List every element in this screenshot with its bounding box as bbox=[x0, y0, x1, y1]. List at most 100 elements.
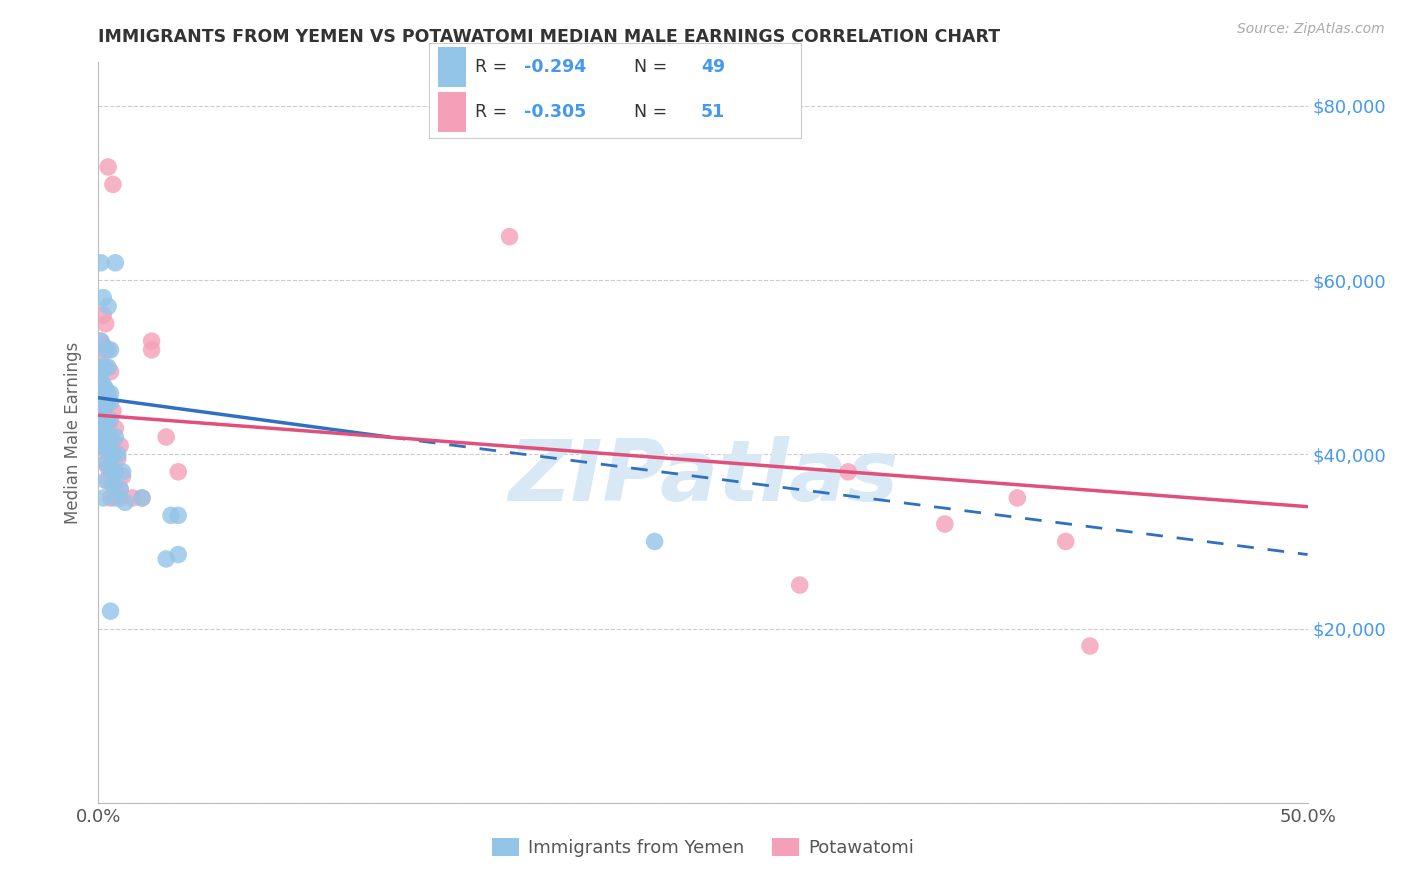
Point bbox=[90, 256, 112, 270]
Point bbox=[94, 400, 117, 414]
Point bbox=[100, 447, 122, 461]
Point bbox=[160, 508, 183, 523]
Text: N =: N = bbox=[623, 58, 672, 76]
Point bbox=[108, 482, 131, 496]
Point bbox=[94, 343, 117, 357]
Text: ZIPatlas: ZIPatlas bbox=[508, 435, 898, 518]
Point bbox=[104, 430, 127, 444]
Point bbox=[90, 356, 112, 370]
Point bbox=[91, 308, 114, 322]
Point bbox=[90, 334, 112, 348]
Point bbox=[167, 465, 190, 479]
Point bbox=[107, 447, 129, 461]
Point bbox=[100, 460, 122, 475]
Point bbox=[111, 465, 134, 479]
Text: -0.305: -0.305 bbox=[524, 103, 586, 120]
Point bbox=[108, 482, 131, 496]
Text: -0.294: -0.294 bbox=[524, 58, 586, 76]
Point bbox=[97, 343, 120, 357]
Point bbox=[91, 412, 114, 426]
Text: R =: R = bbox=[475, 103, 513, 120]
Point bbox=[155, 552, 177, 566]
Point bbox=[91, 421, 114, 435]
Point bbox=[94, 412, 117, 426]
Point bbox=[1007, 491, 1029, 505]
Point bbox=[94, 456, 117, 470]
Point bbox=[91, 439, 114, 453]
Point bbox=[104, 491, 127, 505]
Point bbox=[97, 160, 120, 174]
Point bbox=[90, 373, 112, 387]
Point bbox=[91, 425, 114, 440]
Point bbox=[90, 395, 112, 409]
Point bbox=[104, 465, 127, 479]
Point bbox=[100, 491, 122, 505]
Point bbox=[101, 404, 124, 418]
Point bbox=[97, 386, 120, 401]
Text: R =: R = bbox=[475, 58, 513, 76]
Text: Source: ZipAtlas.com: Source: ZipAtlas.com bbox=[1237, 22, 1385, 37]
Point bbox=[167, 508, 190, 523]
Point bbox=[131, 491, 153, 505]
Point bbox=[101, 447, 124, 461]
Point bbox=[97, 474, 120, 488]
Point bbox=[837, 465, 859, 479]
Point bbox=[91, 395, 114, 409]
Y-axis label: Median Male Earnings: Median Male Earnings bbox=[65, 342, 83, 524]
Point bbox=[155, 430, 177, 444]
Point bbox=[94, 395, 117, 409]
Point bbox=[94, 360, 117, 375]
Point bbox=[90, 421, 112, 435]
Point bbox=[90, 334, 112, 348]
Point bbox=[97, 430, 120, 444]
Point bbox=[94, 317, 117, 331]
Point bbox=[91, 377, 114, 392]
Point bbox=[167, 548, 190, 562]
Point bbox=[91, 382, 114, 396]
Point bbox=[94, 456, 117, 470]
Point bbox=[91, 491, 114, 505]
FancyBboxPatch shape bbox=[439, 47, 467, 87]
Point bbox=[101, 478, 124, 492]
Point bbox=[131, 491, 153, 505]
Point bbox=[934, 517, 956, 532]
Point bbox=[90, 395, 112, 409]
Point bbox=[97, 460, 120, 475]
Point bbox=[108, 491, 131, 505]
Point bbox=[108, 439, 131, 453]
Point bbox=[644, 534, 666, 549]
Point bbox=[104, 256, 127, 270]
Point bbox=[100, 395, 122, 409]
Point bbox=[1054, 534, 1077, 549]
Point bbox=[97, 443, 120, 458]
Point bbox=[101, 434, 124, 449]
Point bbox=[90, 377, 112, 392]
Point bbox=[100, 430, 122, 444]
Point bbox=[94, 443, 117, 458]
Point bbox=[94, 425, 117, 440]
Point bbox=[111, 469, 134, 483]
Point bbox=[94, 474, 117, 488]
Point bbox=[91, 338, 114, 352]
Point bbox=[114, 495, 136, 509]
Point bbox=[100, 604, 122, 618]
Point bbox=[90, 408, 112, 422]
Text: IMMIGRANTS FROM YEMEN VS POTAWATOMI MEDIAN MALE EARNINGS CORRELATION CHART: IMMIGRANTS FROM YEMEN VS POTAWATOMI MEDI… bbox=[98, 28, 1001, 45]
Point bbox=[101, 178, 124, 192]
Point bbox=[101, 478, 124, 492]
Point bbox=[789, 578, 811, 592]
Point bbox=[104, 465, 127, 479]
Point bbox=[97, 360, 120, 375]
Text: N =: N = bbox=[623, 103, 672, 120]
Point bbox=[90, 439, 112, 453]
Point bbox=[100, 365, 122, 379]
Point bbox=[141, 334, 163, 348]
Point bbox=[91, 439, 114, 453]
Point bbox=[97, 417, 120, 431]
Text: 51: 51 bbox=[700, 103, 725, 120]
Legend: Immigrants from Yemen, Potawatomi: Immigrants from Yemen, Potawatomi bbox=[485, 830, 921, 864]
Point bbox=[97, 299, 120, 313]
Point bbox=[91, 412, 114, 426]
Point bbox=[91, 360, 114, 375]
Point bbox=[141, 343, 163, 357]
